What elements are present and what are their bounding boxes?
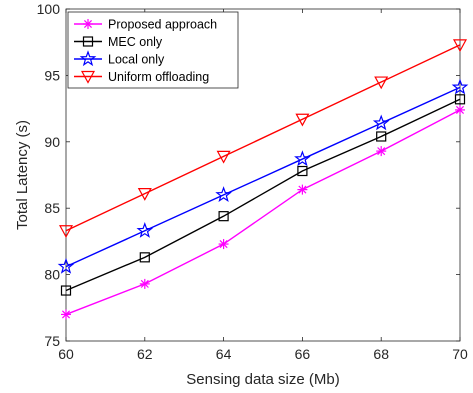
data-point bbox=[60, 285, 72, 296]
y-tick-label: 75 bbox=[44, 333, 60, 349]
data-point bbox=[455, 104, 465, 115]
series-line bbox=[65, 44, 461, 232]
legend-label: MEC only bbox=[108, 35, 163, 49]
data-point bbox=[452, 39, 468, 53]
data-point bbox=[454, 94, 466, 105]
data-point bbox=[58, 225, 74, 239]
plot-frame bbox=[65, 8, 461, 342]
legend-label: Uniform offloading bbox=[108, 70, 209, 84]
y-tick-label: 90 bbox=[44, 134, 60, 150]
data-point bbox=[451, 78, 469, 95]
data-point bbox=[136, 222, 154, 238]
legend-marker bbox=[79, 50, 97, 67]
series-line bbox=[65, 109, 461, 316]
y-tick-label: 80 bbox=[44, 267, 60, 283]
data-point bbox=[297, 165, 308, 177]
x-tick-label: 60 bbox=[58, 346, 74, 362]
data-point bbox=[139, 252, 150, 263]
data-point bbox=[61, 309, 71, 320]
data-point bbox=[218, 239, 229, 250]
series-line bbox=[65, 98, 461, 292]
data-point bbox=[372, 114, 390, 131]
data-point bbox=[218, 211, 229, 222]
legend-label: Local only bbox=[108, 53, 165, 67]
data-point bbox=[376, 131, 387, 142]
x-tick-label: 62 bbox=[137, 346, 153, 362]
y-axis-label: Total Latency (s) bbox=[14, 120, 31, 230]
x-tick-label: 66 bbox=[295, 346, 311, 362]
x-tick-label: 64 bbox=[216, 346, 232, 362]
legend: Proposed approach MEC only Local only Unifo… bbox=[67, 11, 239, 89]
x-axis-label: Sensing data size (Mb) bbox=[186, 371, 339, 388]
x-tick-label: 70 bbox=[452, 346, 468, 362]
legend-marker bbox=[82, 36, 94, 47]
legend-marker bbox=[80, 70, 96, 84]
data-point bbox=[294, 150, 311, 167]
data-point bbox=[297, 184, 308, 195]
legend-label: Proposed approach bbox=[108, 18, 217, 32]
data-point bbox=[376, 146, 387, 157]
data-point bbox=[139, 278, 150, 289]
data-point bbox=[295, 113, 310, 127]
y-tick-label: 100 bbox=[37, 1, 61, 17]
data-point bbox=[215, 186, 232, 202]
data-point bbox=[137, 187, 152, 201]
y-tick-label: 85 bbox=[44, 200, 60, 216]
x-tick-label: 68 bbox=[373, 346, 389, 362]
legend-marker bbox=[83, 19, 93, 29]
data-point bbox=[216, 150, 231, 164]
data-point bbox=[374, 76, 389, 90]
plot-area: 60 62 64 66 68 70 75 80 85 90 95 100 bbox=[37, 1, 469, 362]
series-line bbox=[65, 86, 461, 268]
y-tick-label: 95 bbox=[44, 67, 60, 83]
data-point bbox=[57, 257, 75, 274]
